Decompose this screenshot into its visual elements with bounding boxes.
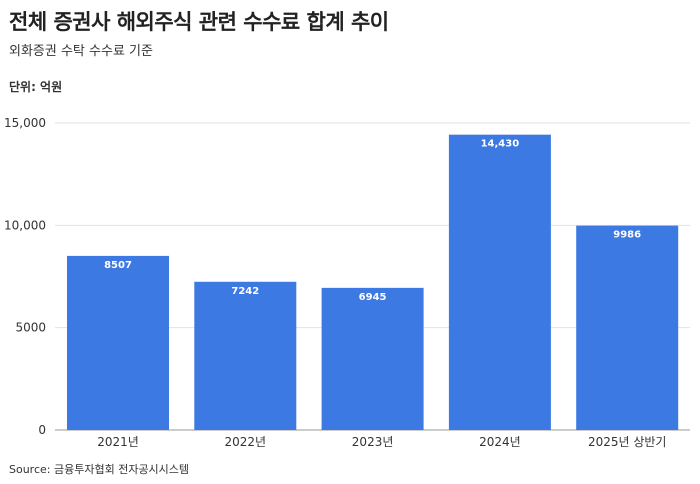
chart-subtitle: 외화증권 수탁 수수료 기준 [9,44,153,59]
source-note: Source: 금융투자협회 전자공시시스템 [9,463,190,476]
data-label: 7242 [231,286,259,297]
y-axis-ticks: 0 5000 10,000 15,000 [4,116,46,437]
unit-label: 단위: 억원 [9,80,63,94]
x-tick-label: 2021년 [97,435,139,449]
bar [194,281,297,430]
y-tick-label: 5000 [15,321,46,335]
data-labels: 8507 7242 6945 14,430 9986 [104,139,641,303]
x-tick-label: 2025년 상반기 [588,435,667,449]
bar [67,255,169,430]
data-label: 9986 [613,230,641,241]
y-tick-label: 10,000 [4,218,46,232]
bar [576,225,679,430]
x-tick-label: 2024년 [479,435,521,449]
data-label: 14,430 [481,139,520,150]
x-axis-ticks: 2021년 2022년 2023년 2024년 2025년 상반기 [97,435,666,449]
chart-title: 전체 증권사 해외주식 관련 수수료 합계 추이 [9,10,389,34]
bars [67,134,679,430]
y-tick-label: 15,000 [4,116,46,130]
x-tick-label: 2022년 [225,435,267,449]
data-label: 6945 [359,292,387,303]
data-label: 8507 [104,260,132,271]
y-tick-label: 0 [38,423,46,437]
bar [448,134,551,430]
x-tick-label: 2023년 [352,435,394,449]
bar [321,287,424,430]
